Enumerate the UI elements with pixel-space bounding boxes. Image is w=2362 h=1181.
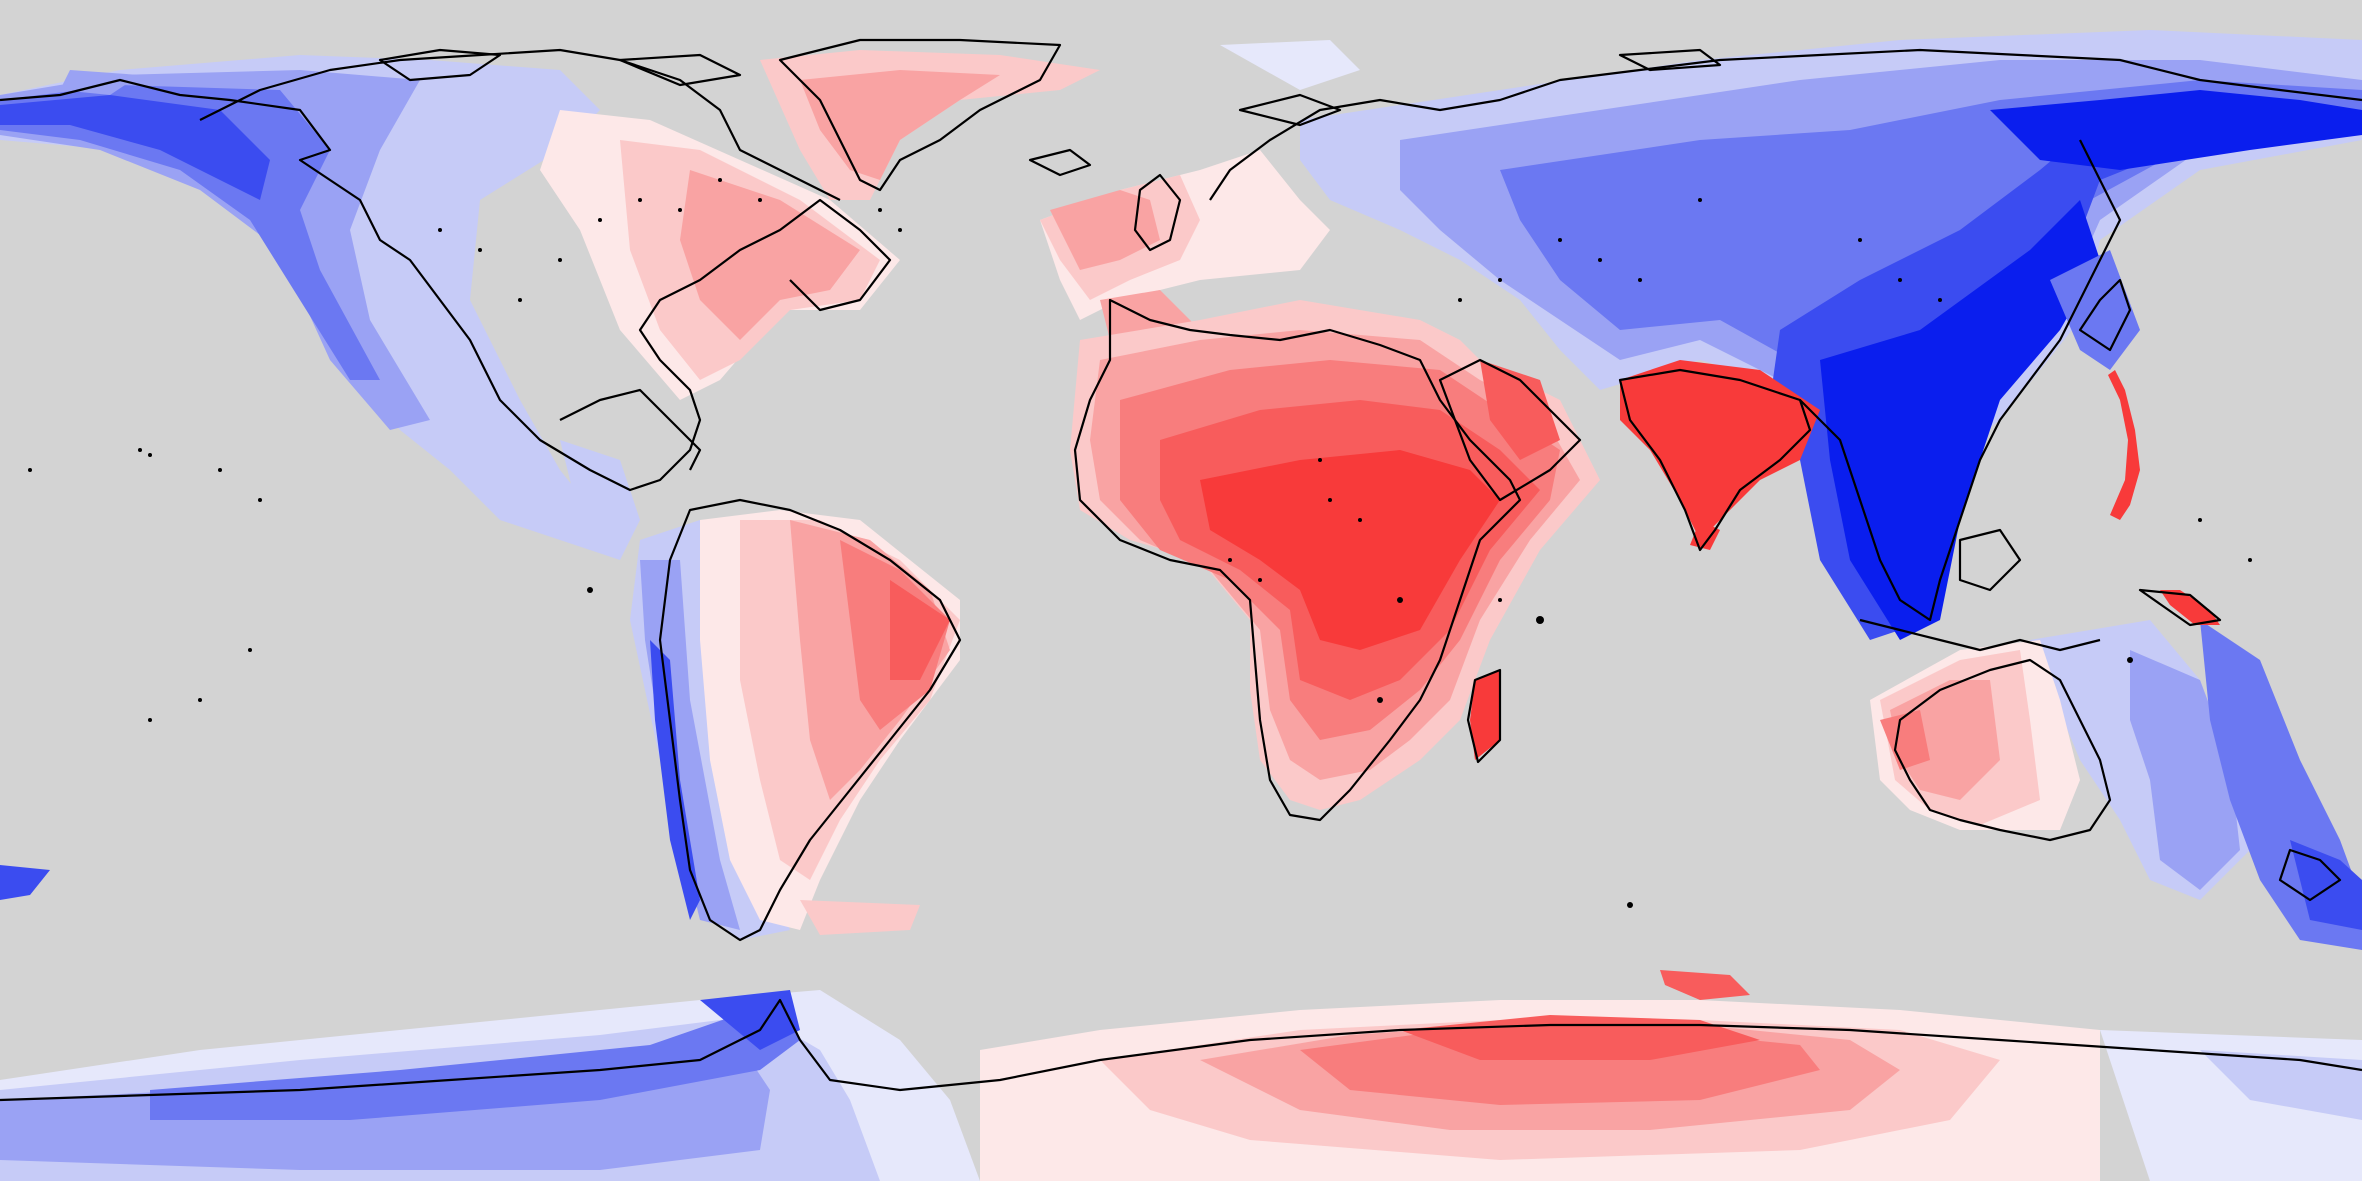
negative-anomaly-field — [0, 30, 2362, 1181]
coastlines — [0, 38, 2362, 1102]
positive-anomaly-field — [540, 50, 2220, 1181]
island-dots — [28, 178, 2252, 908]
